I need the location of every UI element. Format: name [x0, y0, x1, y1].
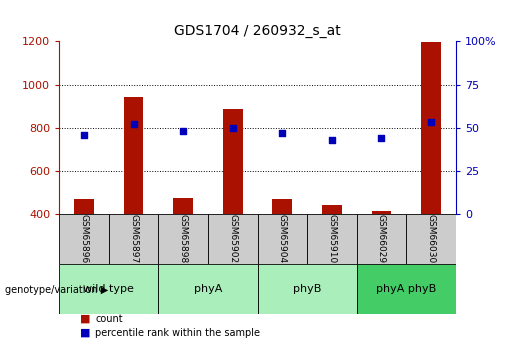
- Title: GDS1704 / 260932_s_at: GDS1704 / 260932_s_at: [174, 23, 341, 38]
- Bar: [322, 205, 342, 214]
- Text: percentile rank within the sample: percentile rank within the sample: [95, 328, 260, 338]
- Point: [229, 125, 237, 130]
- Text: GSM65898: GSM65898: [179, 214, 187, 264]
- Bar: [124, 97, 144, 214]
- Bar: [258, 214, 307, 264]
- Bar: [371, 211, 391, 214]
- Text: ■: ■: [80, 328, 90, 338]
- Bar: [258, 264, 356, 314]
- Bar: [307, 214, 356, 264]
- Bar: [109, 214, 159, 264]
- Text: GSM65902: GSM65902: [228, 214, 237, 264]
- Bar: [208, 214, 258, 264]
- Text: phyA phyB: phyA phyB: [376, 284, 436, 294]
- Text: GSM65897: GSM65897: [129, 214, 138, 264]
- Point: [80, 132, 88, 137]
- Bar: [223, 109, 243, 214]
- Point: [179, 128, 187, 134]
- Text: phyA: phyA: [194, 284, 222, 294]
- Text: GSM66030: GSM66030: [426, 214, 436, 264]
- Point: [278, 130, 286, 136]
- Bar: [159, 264, 258, 314]
- Text: phyB: phyB: [293, 284, 321, 294]
- Text: ■: ■: [80, 314, 90, 324]
- Bar: [272, 199, 292, 214]
- Bar: [74, 199, 94, 214]
- Bar: [421, 42, 441, 214]
- Text: GSM66029: GSM66029: [377, 214, 386, 264]
- Point: [129, 121, 138, 127]
- Bar: [356, 264, 456, 314]
- Text: wild type: wild type: [83, 284, 134, 294]
- Point: [328, 137, 336, 142]
- Text: GSM65896: GSM65896: [79, 214, 89, 264]
- Point: [427, 120, 435, 125]
- Bar: [173, 198, 193, 214]
- Bar: [159, 214, 208, 264]
- Point: [377, 135, 386, 141]
- Bar: [356, 214, 406, 264]
- Text: genotype/variation ▶: genotype/variation ▶: [5, 285, 108, 295]
- Text: GSM65904: GSM65904: [278, 214, 287, 264]
- Text: count: count: [95, 314, 123, 324]
- Text: GSM65910: GSM65910: [328, 214, 336, 264]
- Bar: [59, 264, 159, 314]
- Bar: [406, 214, 456, 264]
- Bar: [59, 214, 109, 264]
